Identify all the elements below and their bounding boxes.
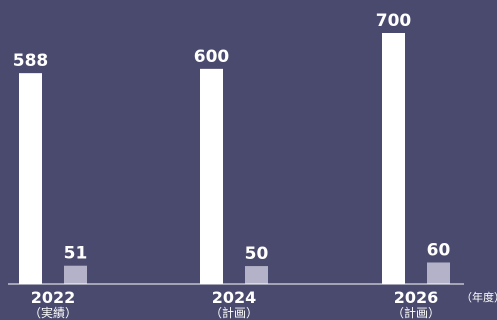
x-tick-label-2022: 2022 [31,288,76,307]
bars-layer [19,33,450,284]
bar-s0-2022 [19,73,42,284]
x-tick-sublabel-2026: （計画） [392,305,440,320]
bar-s0-2026 [382,33,405,284]
data-label-s1-2026: 60 [427,240,451,260]
bar-s1-2022 [64,265,87,284]
data-label-s0-2026: 700 [376,11,412,31]
x-tick-sublabel-2022: （実績） [29,305,77,320]
bar-s0-2024 [200,68,223,284]
bar-s1-2026 [427,262,450,284]
data-label-s0-2022: 588 [13,51,49,71]
x-tick-label-2024: 2024 [212,288,257,307]
x-axis-unit-label: （年度） [461,290,497,304]
data-label-s1-2022: 51 [64,244,88,264]
data-label-s1-2024: 50 [245,244,269,264]
x-tick-label-2026: 2026 [394,288,439,307]
data-label-s0-2024: 600 [194,47,230,67]
bar-s1-2024 [245,266,268,284]
x-tick-sublabel-2024: （計画） [210,305,258,320]
